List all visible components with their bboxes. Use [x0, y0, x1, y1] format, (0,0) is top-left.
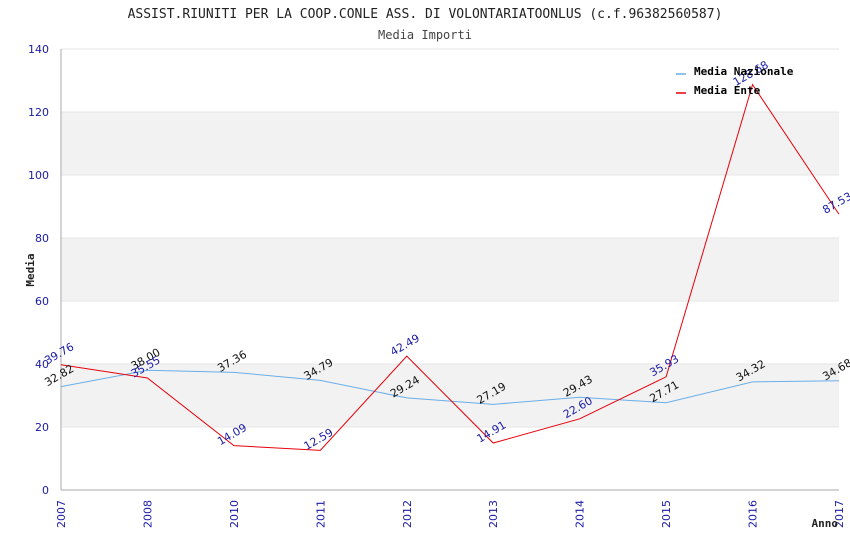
grid-lines [61, 48, 839, 428]
x-tick-label: 2012 [401, 500, 414, 528]
x-tick-label: 2011 [314, 500, 327, 528]
x-tick-label: 2007 [55, 500, 68, 528]
grid-band [61, 238, 839, 301]
y-tick-label: 80 [35, 232, 49, 245]
series-lines [60, 83, 840, 451]
x-tick-label: 2015 [660, 500, 673, 528]
y-tick-label: 140 [28, 43, 49, 56]
chart-title: ASSIST.RIUNITI PER LA COOP.CONLE ASS. DI… [128, 7, 723, 22]
x-tick-label: 2010 [228, 500, 241, 528]
y-tick-label: 40 [35, 358, 49, 371]
x-tick-labels: 2007 2008 2010 2011 2012 2013 2014 2015 2016 2017 [55, 500, 846, 528]
x-tick-label: 2016 [747, 500, 760, 528]
y-tick-label: 60 [35, 295, 49, 308]
axes [60, 49, 839, 491]
grid-band [61, 364, 839, 427]
series-line-media-ente [60, 83, 840, 451]
series-line-media-nazionale [60, 369, 840, 405]
y-tick-label: 20 [35, 421, 49, 434]
grid-bands [61, 112, 839, 427]
data-label: 42.49 [388, 332, 422, 359]
y-tick-label: 100 [28, 169, 49, 182]
legend-label: Media Nazionale [694, 65, 794, 78]
data-label: 12.59 [302, 426, 336, 453]
legend: Media Nazionale Media Ente [676, 65, 794, 97]
y-axis-title: Media [24, 253, 37, 286]
x-tick-label: 2017 [833, 500, 846, 528]
x-tick-label: 2014 [574, 500, 587, 528]
grid-band [61, 112, 839, 175]
legend-label: Media Ente [694, 84, 761, 97]
x-tick-label: 2013 [487, 500, 500, 528]
y-tick-label: 0 [42, 484, 49, 497]
y-tick-label: 120 [28, 106, 49, 119]
x-tick-label: 2008 [141, 500, 154, 528]
y-tick-labels: 0 20 40 60 80 100 120 140 [28, 43, 49, 497]
x-axis-title: Anno [812, 517, 839, 530]
chart-subtitle: Media Importi [378, 28, 472, 42]
data-label: 39.76 [42, 340, 76, 367]
